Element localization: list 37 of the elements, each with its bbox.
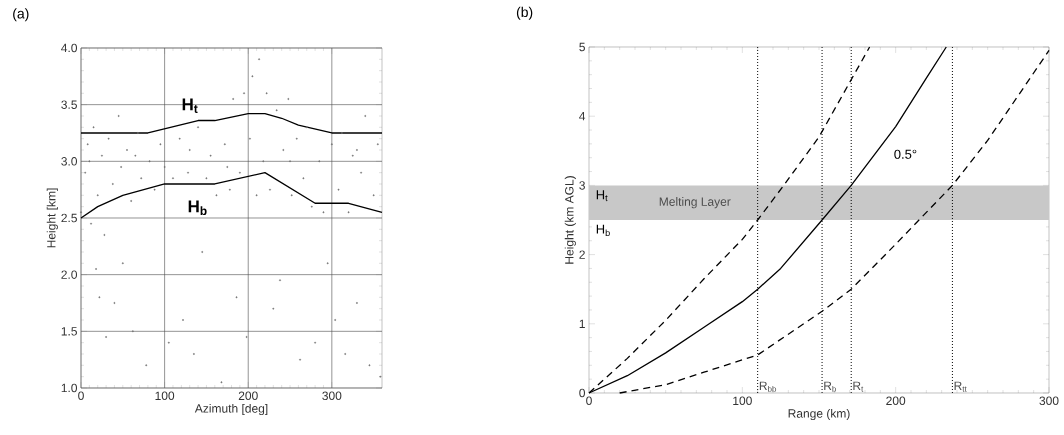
- ref-line-label: R$_{tt}$: [954, 381, 967, 392]
- y-tick-label: 3.5: [61, 100, 77, 109]
- y-tick-label: 4.0: [61, 43, 78, 53]
- line-series: [619, 49, 1050, 394]
- annotation: H$_{t}$: [182, 98, 198, 113]
- y-tick-label: 2.0: [61, 270, 78, 279]
- annotation: 0.5°: [894, 149, 917, 159]
- annotation: H$_{b}$: [188, 200, 207, 216]
- y-tick-label: 1.5: [61, 327, 77, 336]
- y-axis-title: Height (km AGL): [564, 176, 576, 264]
- y-tick-label: 4: [579, 112, 586, 121]
- x-tick-label: 100: [733, 396, 752, 406]
- x-tick-label: 100: [155, 391, 175, 401]
- y-tick-label: 1: [579, 319, 585, 328]
- y-tick-label: 5: [579, 42, 585, 52]
- x-axis-title: Azimuth [deg]: [194, 403, 268, 416]
- x-axis-title: Range (km): [788, 408, 850, 421]
- x-tick-label: 300: [1039, 396, 1059, 406]
- y-tick-label: 3.0: [61, 157, 78, 166]
- y-tick-label: 1.0: [61, 383, 78, 393]
- x-tick-label: 200: [886, 396, 906, 406]
- x-tick-label: 300: [322, 391, 342, 401]
- line-series: [80, 172, 383, 219]
- y-axis-title: Height [km]: [46, 188, 58, 248]
- annotation: H$_{b}$: [596, 224, 610, 237]
- ref-line-label: R$_{b}$: [824, 381, 837, 392]
- x-tick-label: 200: [238, 391, 258, 401]
- ref-line-label: R$_{bb}$: [759, 381, 777, 392]
- ref-line-label: R$_{t}$: [853, 381, 864, 392]
- chart-title: (a): [13, 8, 29, 22]
- y-tick-label: 2.5: [61, 213, 77, 223]
- line-series: [80, 113, 383, 134]
- band-label: Melting Layer: [659, 197, 731, 209]
- y-tick-label: 3: [579, 181, 585, 190]
- annotation: H$_{t}$: [596, 190, 608, 202]
- chart-title: (b): [516, 6, 533, 20]
- y-tick-label: 2: [579, 250, 585, 259]
